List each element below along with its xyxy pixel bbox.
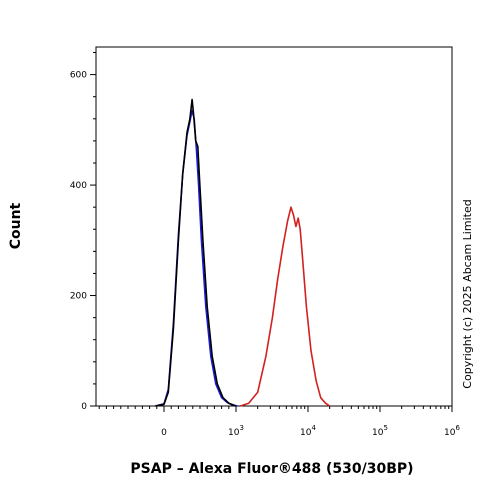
x-tick-label-100000: 105 [372,424,388,438]
y-tick-label-600: 600 [70,71,87,81]
plot-frame [95,46,453,407]
series-line-0 [155,109,238,407]
y-tick-label-0: 0 [81,402,87,412]
y-minor-ticks [93,52,96,385]
series-line-1 [155,98,237,407]
x-axis-ticks: 0 103 104 105 106 [161,406,460,438]
x-minor-ticks [98,406,450,409]
y-axis-ticks: 0 200 400 600 [70,71,96,412]
x-tick-label-0: 0 [161,428,167,438]
y-axis-title: Count [8,202,24,249]
y-tick-label-200: 200 [70,292,87,302]
x-tick-label-10000: 104 [300,424,316,438]
copyright-text: Copyright (c) 2025 Abcam Limited [461,199,474,388]
series-line-2 [240,206,331,407]
x-axis-title: PSAP – Alexa Fluor®488 (530/30BP) [130,461,413,477]
x-tick-label-1000000: 106 [444,424,460,438]
series-layer [155,98,331,407]
y-tick-label-400: 400 [70,181,87,191]
x-tick-label-1000: 103 [228,424,244,438]
